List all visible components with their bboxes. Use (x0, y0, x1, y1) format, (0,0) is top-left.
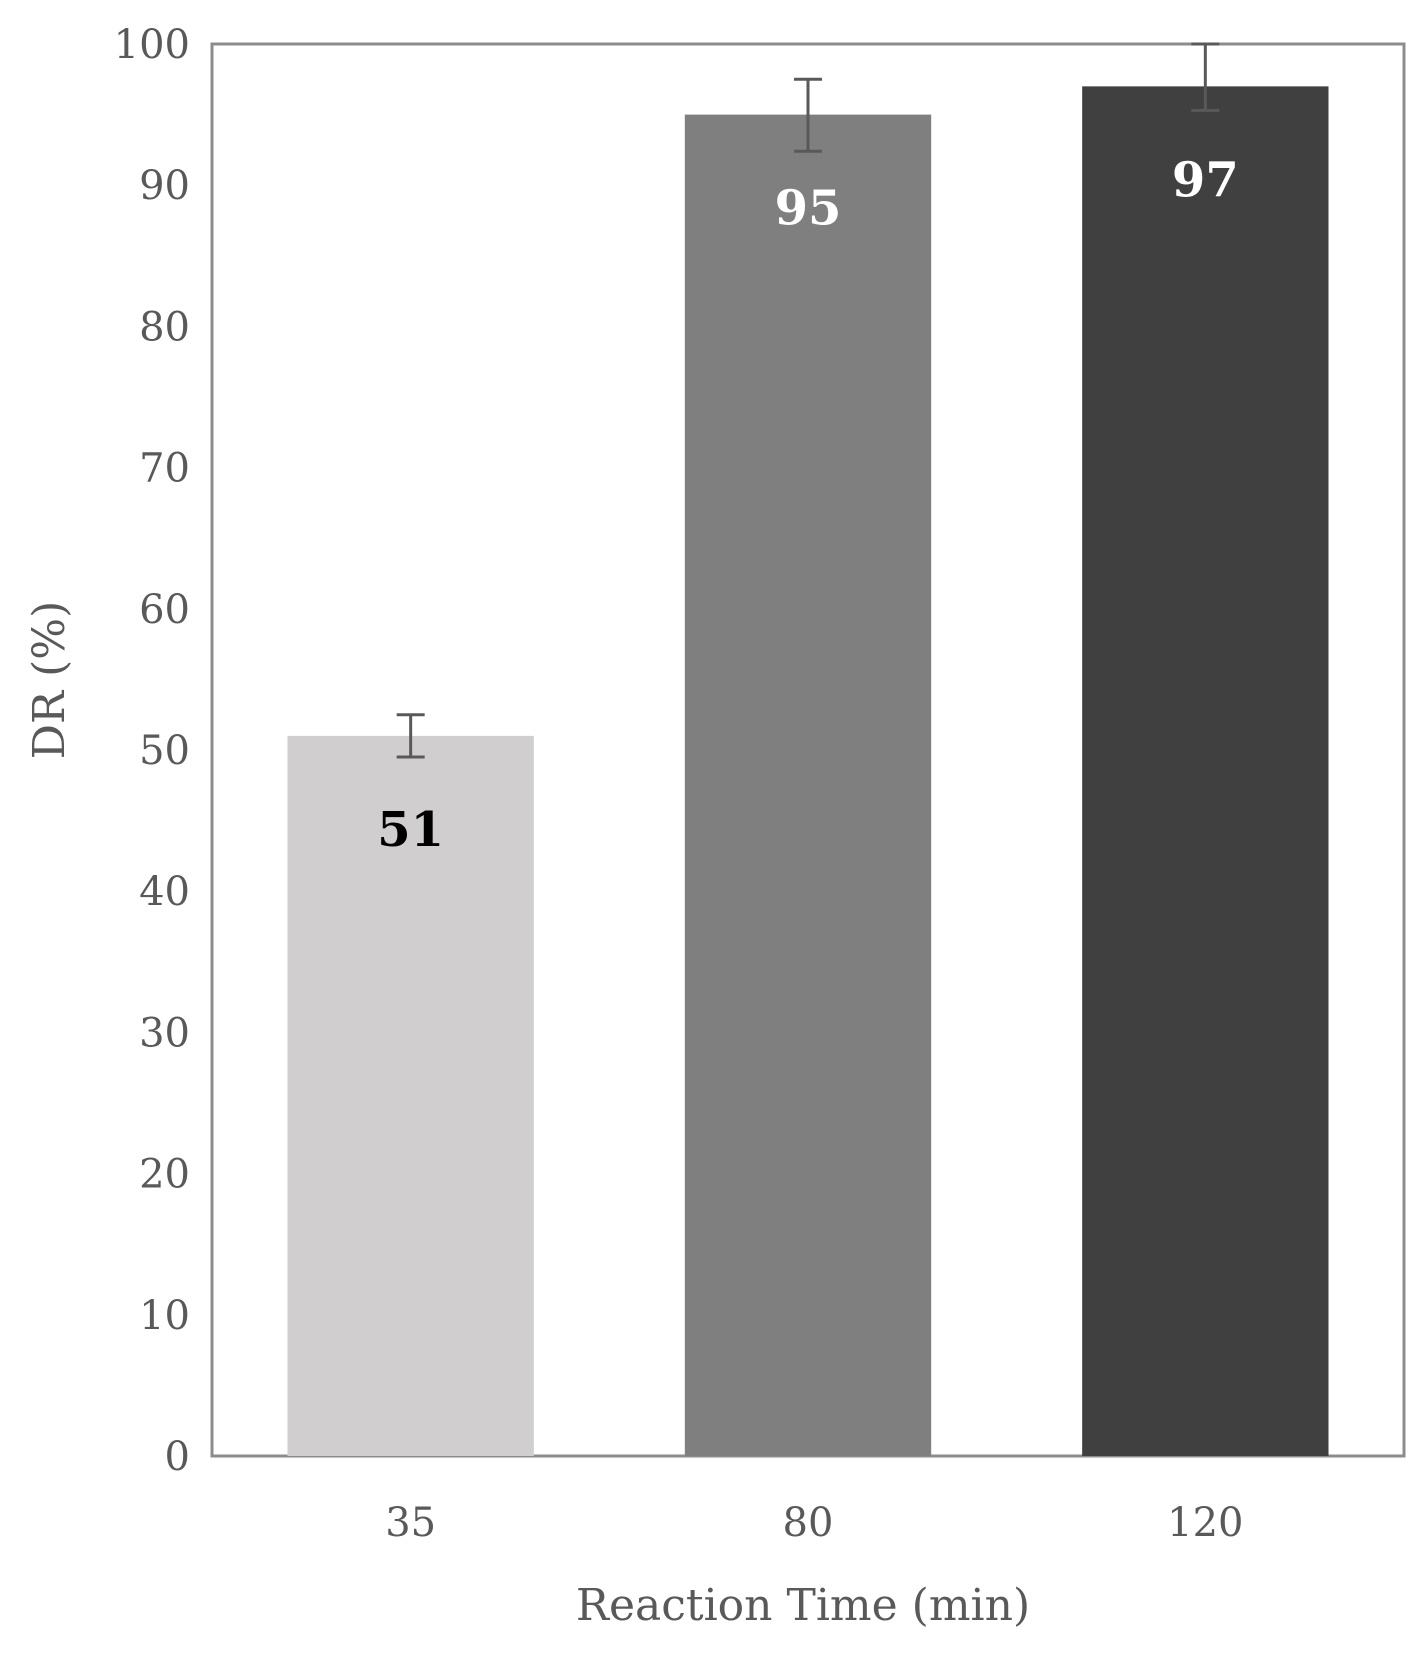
x-axis-title: Reaction Time (min) (576, 1580, 1030, 1631)
y-axis-ticks: 0 10 20 30 40 50 60 70 80 90 100 (114, 22, 190, 1480)
y-tick-label: 0 (165, 1434, 190, 1480)
y-tick-label: 90 (139, 163, 190, 209)
error-bars-group (396, 42, 1220, 759)
y-tick-label: 80 (139, 304, 190, 350)
data-label: 97 (1172, 152, 1239, 208)
y-axis-title: DR (%) (24, 601, 75, 760)
x-tick-label: 35 (385, 1500, 436, 1546)
y-tick-label: 40 (139, 869, 190, 915)
data-labels-group: 51 95 97 (377, 152, 1238, 858)
x-tick-label: 80 (783, 1500, 834, 1546)
y-tick-label: 70 (139, 446, 190, 492)
bar (287, 735, 534, 1456)
y-tick-label: 60 (139, 587, 190, 633)
x-tick-label: 120 (1167, 1500, 1243, 1546)
data-label: 51 (377, 802, 444, 858)
data-label: 95 (775, 181, 842, 237)
error-bar (1191, 42, 1220, 112)
bar (684, 114, 932, 1457)
y-tick-label: 10 (139, 1293, 190, 1339)
y-tick-label: 20 (139, 1152, 190, 1198)
error-bar (396, 713, 425, 759)
x-axis-ticks: 35 80 120 (385, 1500, 1243, 1546)
bars-group (287, 86, 1329, 1457)
y-tick-label: 30 (139, 1010, 190, 1056)
y-tick-label: 50 (139, 728, 190, 774)
y-tick-label: 100 (114, 22, 190, 68)
error-bar (794, 77, 822, 153)
bar (1082, 86, 1329, 1457)
